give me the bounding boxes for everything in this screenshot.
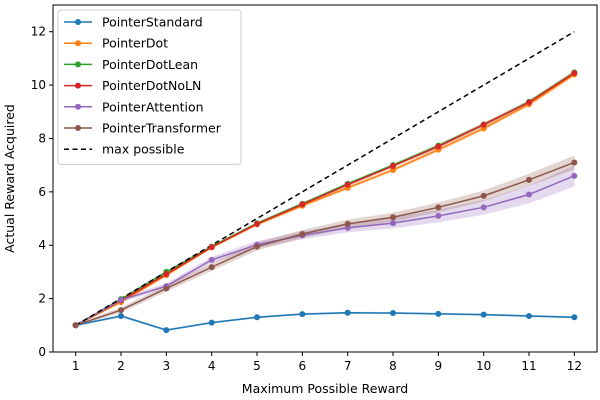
- data-point-pointerdotnoln: [208, 244, 215, 251]
- data-point-pointerattention: [480, 204, 487, 211]
- legend-label-pointerdotlean: PointerDotLean: [102, 57, 198, 72]
- data-point-pointertransformer: [72, 322, 79, 329]
- data-point-pointerstandard: [254, 314, 260, 321]
- data-point-pointerattention: [571, 172, 578, 179]
- legend-box: [57, 9, 242, 165]
- x-axis-title: Maximum Possible Reward: [242, 381, 408, 396]
- data-point-pointerdotnoln: [435, 143, 442, 150]
- data-point-pointerdotnoln: [163, 271, 170, 278]
- data-point-pointerstandard: [480, 311, 487, 318]
- legend-label-pointerdotnoln: PointerDotNoLN: [102, 78, 201, 93]
- data-point-pointerstandard: [571, 314, 578, 321]
- legend-marker-pointerattention: [75, 103, 81, 110]
- data-point-pointerstandard: [163, 327, 170, 334]
- plot-frame: [52, 4, 598, 353]
- data-point-pointerdotnoln: [254, 220, 260, 227]
- x-tick-label: 9: [435, 359, 443, 373]
- data-point-pointertransformer: [254, 243, 260, 250]
- data-point-pointertransformer: [299, 231, 306, 238]
- y-tick-label: 8: [38, 131, 46, 145]
- x-tick-label: 5: [253, 359, 261, 373]
- y-axis: 0 2 4 6 8 10 12: [31, 25, 53, 359]
- series-markers: [72, 69, 578, 334]
- y-tick-label: 2: [38, 292, 46, 306]
- data-point-pointerstandard: [435, 310, 442, 317]
- legend-label-pointerattention: PointerAttention: [102, 99, 204, 114]
- data-point-pointertransformer: [480, 192, 487, 199]
- x-tick-label: 8: [389, 359, 397, 373]
- data-point-pointerstandard: [118, 312, 124, 319]
- legend-marker-pointerstandard: [75, 19, 81, 25]
- data-point-pointertransformer: [163, 285, 170, 292]
- series-band-pointertransformer: [75, 155, 575, 327]
- data-point-pointerstandard: [208, 319, 215, 326]
- y-tick-label: 6: [38, 185, 46, 199]
- y-tick-label: 10: [31, 78, 46, 92]
- legend-marker-pointerdotlean: [75, 61, 81, 68]
- legend-marker-pointerdot: [75, 40, 81, 47]
- y-tick-label: 4: [38, 238, 46, 252]
- series-line-pointerattention: [75, 175, 575, 326]
- legend: PointerStandard PointerDot PointerDotLean P…: [57, 9, 242, 165]
- legend-label-pointerstandard: PointerStandard: [102, 15, 203, 30]
- x-tick-label: 2: [117, 359, 125, 373]
- data-point-pointertransformer: [118, 307, 124, 314]
- data-point-pointerstandard: [344, 309, 351, 316]
- data-point-pointertransformer: [571, 159, 578, 166]
- data-point-pointerdotnoln: [299, 201, 306, 208]
- x-tick-label: 11: [521, 359, 536, 373]
- legend-marker-pointertransformer: [75, 125, 81, 131]
- data-point-pointerattention: [526, 191, 532, 198]
- data-point-pointerdotnoln: [344, 181, 351, 188]
- legend-label-pointertransformer: PointerTransformer: [102, 121, 222, 136]
- x-axis: 1 2 3 4 5 6 7 8 9 10 11 12: [72, 352, 582, 373]
- data-point-pointertransformer: [390, 214, 396, 221]
- x-tick-label: 10: [476, 359, 491, 373]
- data-point-pointerdotnoln: [571, 70, 578, 77]
- data-point-pointerstandard: [299, 311, 306, 318]
- series-line-pointerdot: [75, 73, 575, 326]
- x-tick-label: 3: [163, 359, 171, 373]
- confidence-bands: [75, 70, 575, 332]
- x-tick-label: 4: [208, 359, 216, 373]
- data-point-pointerstandard: [526, 312, 532, 319]
- series-line-max-possible: [75, 31, 575, 326]
- series-line-pointerdotnoln: [75, 72, 575, 326]
- legend-marker-pointerdotnoln: [75, 82, 81, 89]
- data-point-pointertransformer: [344, 220, 351, 227]
- data-point-pointerattention: [208, 256, 215, 263]
- y-tick-label: 0: [38, 345, 46, 359]
- legend-label-pointerdot: PointerDot: [102, 36, 168, 51]
- x-tick-label: 6: [299, 359, 307, 373]
- data-point-pointertransformer: [526, 176, 532, 183]
- data-point-pointertransformer: [435, 204, 442, 211]
- data-point-pointerdotnoln: [480, 121, 487, 128]
- series-line-pointerstandard: [75, 312, 575, 331]
- series-band-pointerdot: [75, 71, 575, 326]
- x-tick-label: 7: [344, 359, 352, 373]
- y-tick-label: 12: [31, 25, 46, 39]
- series-line-pointertransformer: [75, 161, 575, 327]
- x-tick-label: 1: [72, 359, 80, 373]
- y-axis-title: Actual Reward Acquired: [2, 104, 17, 253]
- data-point-pointerdotnoln: [526, 99, 532, 106]
- data-point-pointertransformer: [208, 264, 215, 271]
- data-point-pointerdotnoln: [390, 162, 396, 169]
- x-tick-label: 12: [567, 359, 582, 373]
- series-lines: [75, 31, 575, 331]
- data-point-pointerattention: [118, 296, 124, 303]
- data-point-pointerattention: [390, 220, 396, 227]
- data-point-pointerattention: [435, 212, 442, 219]
- legend-label-max-possible: max possible: [102, 142, 185, 157]
- data-point-pointerstandard: [390, 310, 396, 317]
